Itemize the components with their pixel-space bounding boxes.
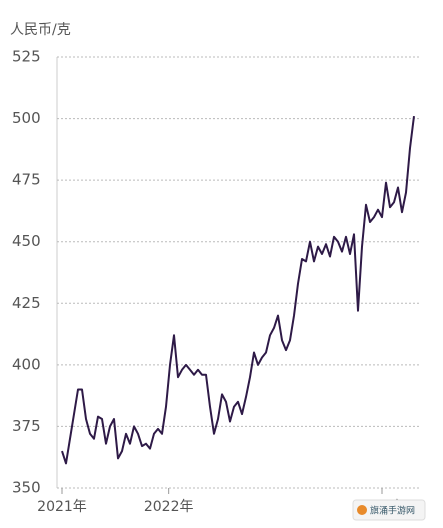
watermark-icon — [357, 505, 367, 515]
y-tick-label: 525 — [12, 48, 41, 66]
watermark-box — [352, 499, 426, 521]
y-tick-label: 375 — [12, 417, 41, 435]
y-tick-label: 400 — [12, 355, 41, 373]
y-tick-label: 450 — [12, 232, 41, 250]
y-axis-label: 人民币/克 — [10, 22, 71, 38]
y-tick-label: 475 — [12, 171, 41, 189]
x-tick-label: 2022年 — [144, 499, 194, 515]
y-tick-label: 500 — [12, 109, 41, 127]
y-tick-label: 425 — [12, 294, 41, 312]
y-tick-label: 350 — [12, 479, 41, 497]
x-tick-label: 2021年 — [37, 499, 87, 515]
watermark: 旗涌手游网 — [370, 505, 415, 517]
price-line — [61, 115, 415, 465]
